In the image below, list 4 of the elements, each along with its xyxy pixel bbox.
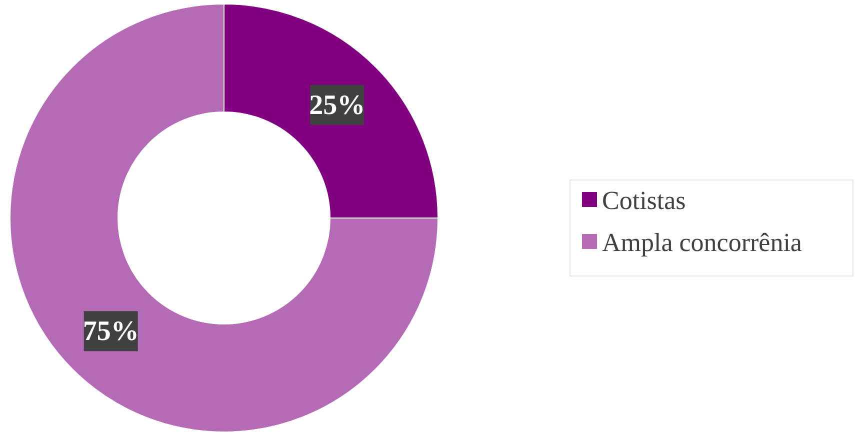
legend-label: Ampla concorrênia bbox=[602, 228, 802, 257]
legend-label: Cotistas bbox=[602, 186, 686, 215]
data-label: 25% bbox=[309, 90, 366, 121]
data-label: 75% bbox=[82, 316, 139, 348]
